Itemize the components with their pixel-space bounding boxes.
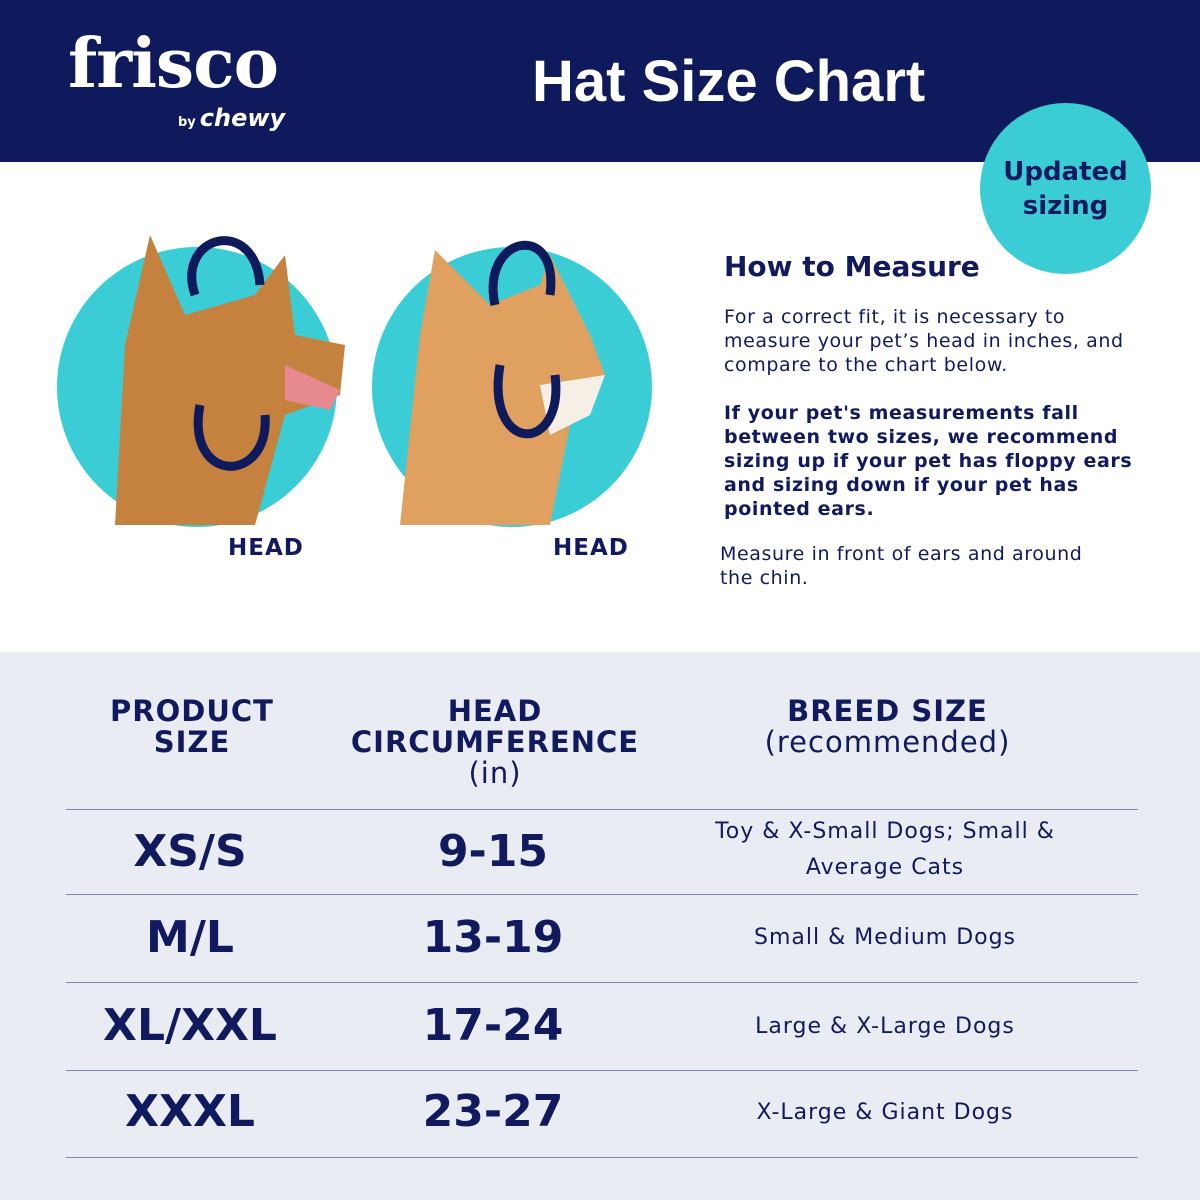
row-breed: X-Large & Giant Dogs bbox=[756, 1100, 1014, 1125]
frisco-logo: frisco by chewy bbox=[68, 24, 285, 132]
how-to-heading: How to Measure bbox=[724, 250, 980, 283]
page-title: Hat Size Chart bbox=[532, 49, 926, 114]
header-breed-size: BREED SIZE (recommended) bbox=[764, 694, 1011, 759]
divider bbox=[66, 1157, 1138, 1158]
header-head-circumference: HEAD CIRCUMFERENCE (in) bbox=[350, 694, 640, 790]
size-table: PRODUCT SIZE HEAD CIRCUMFERENCE (in) BREE… bbox=[0, 652, 1200, 1200]
row-size: XXXL bbox=[125, 1086, 255, 1137]
cat-head-measure-image bbox=[372, 240, 652, 527]
header-product-size: PRODUCT SIZE bbox=[110, 694, 274, 759]
divider bbox=[66, 1070, 1138, 1071]
cat-head-label: HEAD bbox=[553, 535, 629, 561]
top-arrow-icon bbox=[187, 236, 265, 297]
bottom-arrow-icon bbox=[193, 404, 270, 471]
measure-instruction: Measure in front of ears and around the … bbox=[720, 543, 1083, 589]
row-circumference: 17-24 bbox=[422, 1000, 564, 1051]
row-breed: Large & X-Large Dogs bbox=[755, 1014, 1015, 1039]
how-to-measure-section: How to Measure For a correct fit, it is … bbox=[724, 250, 1154, 521]
dog-head-label: HEAD bbox=[228, 535, 304, 561]
row-breed: Small & Medium Dogs bbox=[753, 925, 1017, 950]
how-to-intro: For a correct fit, it is necessary to me… bbox=[724, 306, 1124, 376]
row-circumference: 23-27 bbox=[422, 1086, 564, 1137]
how-to-advice: If your pet's measurements fall between … bbox=[724, 402, 1133, 520]
logo-wordmark: frisco bbox=[68, 24, 279, 104]
bottom-arrow-icon bbox=[493, 364, 561, 439]
row-size: M/L bbox=[146, 912, 234, 963]
row-size: XL/XXL bbox=[103, 1000, 277, 1051]
divider bbox=[66, 982, 1138, 983]
logo-byline: by chewy bbox=[178, 104, 286, 132]
divider bbox=[66, 894, 1138, 895]
divider bbox=[66, 809, 1138, 810]
dog-head-measure-image bbox=[57, 235, 345, 527]
row-breed: Toy & X-Small Dogs; Small & Average Cats bbox=[715, 819, 1055, 880]
top-arrow-icon bbox=[488, 240, 556, 306]
updated-sizing-badge: Updated sizing bbox=[980, 103, 1151, 274]
row-circumference: 13-19 bbox=[422, 912, 564, 963]
row-size: XS/S bbox=[133, 826, 247, 877]
row-circumference: 9-15 bbox=[437, 826, 549, 877]
header-banner: frisco by chewy Hat Size Chart bbox=[0, 0, 1200, 162]
